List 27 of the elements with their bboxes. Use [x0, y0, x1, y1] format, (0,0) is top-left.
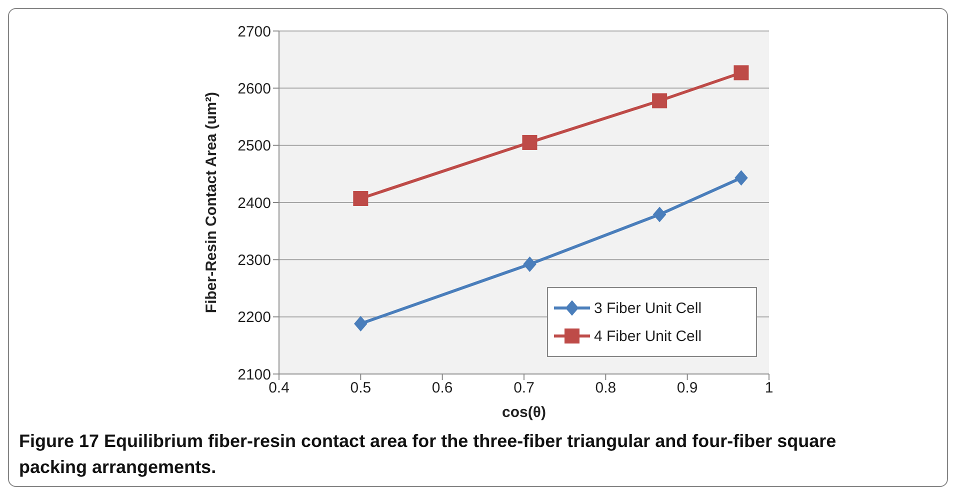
point	[354, 316, 368, 332]
x-tick-label: 1	[764, 380, 774, 397]
x-tick-label: 0.8	[595, 380, 616, 397]
y-tick-label: 2600	[238, 80, 271, 98]
legend-label: 3 Fiber Unit Cell	[594, 300, 702, 316]
y-tick-label: 2100	[238, 366, 271, 384]
x-tick-label: 0.7	[514, 380, 534, 397]
point	[522, 134, 538, 150]
x-tick-label: 0.9	[676, 380, 698, 397]
point	[652, 93, 668, 108]
x-tick-label: 0.4	[268, 380, 290, 397]
y-tick-label: 2300	[238, 252, 271, 269]
x-axis-title: cos(θ)	[502, 404, 546, 421]
y-tick-label: 2700	[238, 23, 271, 40]
y-axis-title: Fiber-Resin Contact Area (um²)	[203, 92, 220, 314]
x-tick-label: 0.5	[350, 380, 372, 397]
y-tick-label: 2400	[238, 194, 271, 212]
point	[734, 65, 749, 80]
point	[353, 191, 368, 206]
caption: Figure 17 Equilibrium fiber-resin contact area for the three-fiber triangular and four-fiber square packing arrangements.	[18, 430, 838, 480]
point	[523, 256, 536, 272]
point	[734, 170, 748, 186]
y-tick-label: 2500	[238, 138, 271, 155]
y-tick-label: 2200	[238, 309, 271, 326]
x-tick-label: 0.6	[432, 380, 453, 397]
legend-label: 4 Fiber Unit Cell	[594, 328, 702, 344]
point	[653, 207, 666, 222]
